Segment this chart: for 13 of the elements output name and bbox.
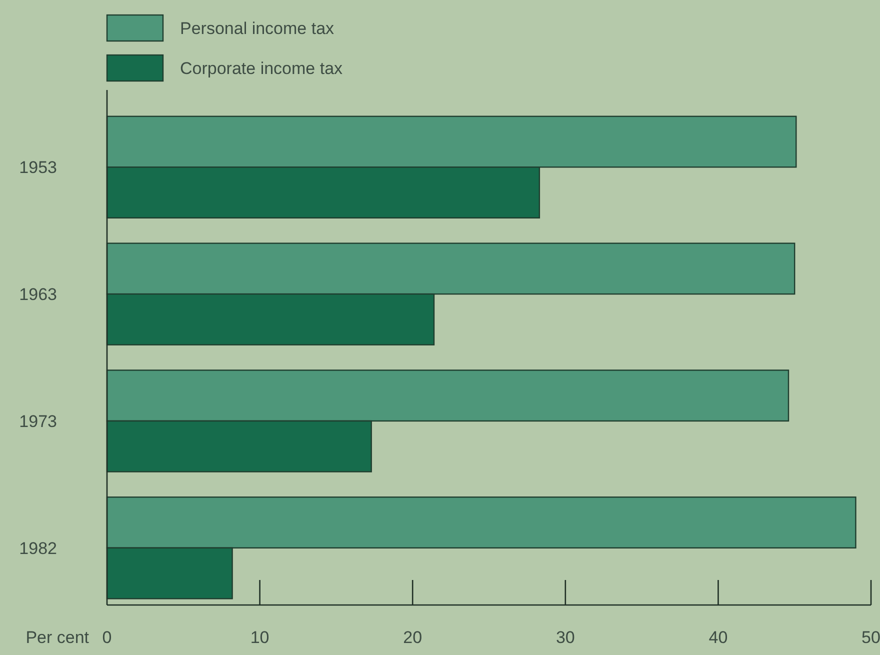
- x-tick-label: 0: [102, 628, 112, 648]
- x-tick-label: 30: [556, 628, 575, 648]
- y-tick-label: 1953: [19, 158, 57, 178]
- y-tick-label: 1982: [19, 538, 57, 558]
- legend-label: Corporate income tax: [180, 59, 344, 78]
- y-tick-label: 1963: [19, 285, 57, 304]
- x-axis-title: Per cent: [26, 628, 90, 647]
- x-tick-label: 10: [250, 628, 270, 648]
- x-tick-label: 20: [403, 628, 422, 648]
- y-tick-label: 1973: [19, 412, 57, 431]
- x-tick-label: 50: [862, 628, 880, 648]
- legend-label: Personal income tax: [180, 19, 335, 38]
- x-tick-label: 40: [708, 628, 728, 648]
